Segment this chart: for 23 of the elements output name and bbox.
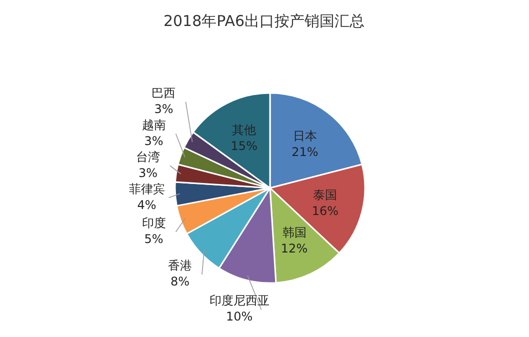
data-label: 21% <box>292 144 318 159</box>
slice-label: 韩国 <box>282 226 306 240</box>
slice-label: 菲律宾 <box>128 182 165 196</box>
data-label: 5% <box>144 232 164 246</box>
slice-label: 印度 <box>142 216 166 230</box>
slice-label: 其他 <box>232 123 256 138</box>
slice-label: 巴西 <box>152 86 176 100</box>
data-label: 16% <box>312 204 339 218</box>
data-label: 8% <box>170 274 190 289</box>
data-label: 12% <box>280 242 308 256</box>
slice-label: 台湾 <box>136 150 160 164</box>
data-label: 4% <box>137 198 156 212</box>
slice-label: 日本 <box>292 128 317 143</box>
slice-label: 香港 <box>168 258 192 273</box>
slice-label: 越南 <box>142 118 166 132</box>
data-label: 10% <box>226 310 253 324</box>
data-label: 3% <box>154 102 174 116</box>
chart-title: 2018年PA6出口按产销国汇总 <box>163 12 365 30</box>
slice-label: 印度尼西亚 <box>209 294 270 308</box>
data-label: 3% <box>138 166 158 180</box>
data-label: 15% <box>230 139 258 154</box>
data-label: 3% <box>144 134 164 148</box>
slice-label: 泰国 <box>313 188 338 202</box>
